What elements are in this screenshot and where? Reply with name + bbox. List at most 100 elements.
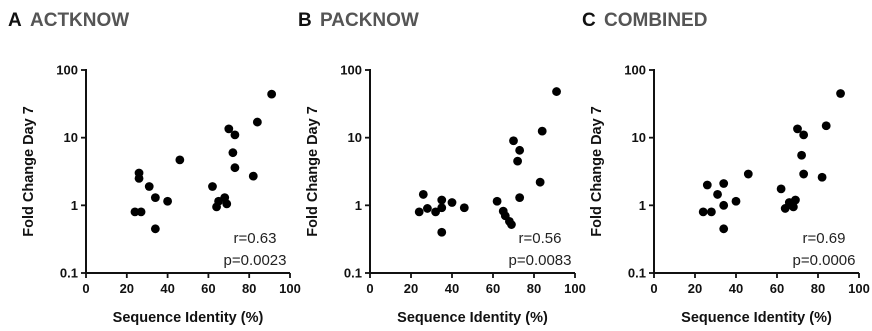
data-point bbox=[252, 117, 262, 127]
correlation-p: p=0.0083 bbox=[509, 252, 572, 269]
chart-panel-b: B PACKNOW 0 20 40 60 80 100 0.1 1 10 100 Sequence Id… bbox=[298, 10, 586, 326]
x-tick-label: 60 bbox=[486, 281, 500, 296]
x-tick-label: 80 bbox=[811, 281, 825, 296]
y-tick-label: 100 bbox=[624, 63, 646, 78]
data-point bbox=[836, 89, 845, 98]
y-axis-title: Fold Change Day 7 bbox=[21, 106, 37, 237]
y-tick-label: 10 bbox=[64, 130, 78, 145]
x-tick-label: 80 bbox=[527, 281, 541, 296]
data-point bbox=[515, 193, 525, 203]
x-tick-label: 20 bbox=[404, 281, 418, 296]
x-tick-label: 20 bbox=[120, 281, 134, 296]
data-point bbox=[509, 136, 518, 146]
data-point bbox=[492, 196, 502, 206]
data-point bbox=[437, 195, 447, 205]
data-point bbox=[228, 148, 238, 158]
y-tick-label: 0.1 bbox=[60, 266, 78, 281]
y-tick-label: 1 bbox=[639, 198, 646, 213]
data-point bbox=[719, 224, 729, 234]
data-point bbox=[130, 207, 140, 217]
data-point bbox=[719, 200, 729, 210]
data-point bbox=[208, 182, 217, 191]
panel-letter: C bbox=[582, 10, 596, 31]
x-tick-label: 20 bbox=[688, 281, 702, 296]
y-tick-label: 0.1 bbox=[344, 266, 362, 281]
data-point bbox=[507, 220, 516, 229]
panel-title: ACTKNOW bbox=[30, 10, 129, 31]
data-point bbox=[150, 193, 160, 203]
panel-letter: B bbox=[298, 10, 312, 31]
x-tick-label: 40 bbox=[445, 281, 459, 296]
y-tick-label: 1 bbox=[355, 198, 362, 213]
data-point bbox=[821, 121, 831, 131]
data-point bbox=[230, 163, 240, 173]
correlation-p: p=0.0023 bbox=[224, 252, 287, 269]
x-tick-label: 100 bbox=[279, 281, 301, 296]
data-point bbox=[719, 179, 729, 188]
data-point bbox=[423, 204, 432, 213]
data-point bbox=[163, 196, 173, 206]
data-point bbox=[799, 169, 809, 179]
data-point bbox=[535, 177, 545, 187]
data-point bbox=[515, 145, 525, 155]
data-point bbox=[799, 130, 809, 140]
data-point bbox=[743, 169, 753, 179]
data-point bbox=[134, 168, 144, 178]
correlation-r: r=0.69 bbox=[803, 230, 846, 247]
data-point bbox=[776, 184, 786, 194]
data-point bbox=[224, 124, 234, 134]
data-point bbox=[707, 207, 716, 217]
chart-panel-a: A ACTKNOW 0 20 40 60 80 100 0.1 1 10 100 Sequence Id… bbox=[8, 10, 301, 326]
data-point bbox=[418, 190, 428, 199]
y-tick-label: 0.1 bbox=[628, 266, 646, 281]
data-point bbox=[267, 89, 277, 99]
y-axis-title: Fold Change Day 7 bbox=[305, 106, 321, 237]
data-point bbox=[136, 207, 146, 217]
x-tick-label: 100 bbox=[848, 281, 870, 296]
data-point bbox=[447, 198, 457, 207]
data-point bbox=[437, 227, 447, 237]
data-point bbox=[513, 156, 522, 166]
data-point bbox=[713, 190, 722, 199]
data-point bbox=[791, 195, 800, 205]
x-axis-title: Sequence Identity (%) bbox=[113, 310, 264, 326]
data-point bbox=[817, 172, 827, 182]
panel-title: PACKNOW bbox=[320, 10, 419, 31]
x-tick-label: 0 bbox=[82, 281, 89, 296]
y-tick-label: 100 bbox=[340, 63, 362, 78]
y-tick-label: 1 bbox=[71, 198, 78, 213]
y-tick-label: 100 bbox=[56, 63, 78, 78]
correlation-p: p=0.0006 bbox=[793, 252, 856, 269]
data-point bbox=[537, 126, 547, 136]
data-point bbox=[459, 203, 469, 213]
data-point bbox=[702, 180, 712, 190]
panel-title: COMBINED bbox=[604, 10, 707, 31]
panel-letter: A bbox=[8, 10, 22, 31]
x-axis-title: Sequence Identity (%) bbox=[681, 310, 832, 326]
correlation-r: r=0.56 bbox=[519, 230, 562, 247]
data-point bbox=[789, 202, 798, 212]
data-point bbox=[175, 155, 185, 165]
y-axis-title: Fold Change Day 7 bbox=[589, 106, 605, 237]
x-tick-label: 80 bbox=[242, 281, 256, 296]
data-point bbox=[414, 207, 424, 217]
x-tick-label: 40 bbox=[729, 281, 743, 296]
data-point bbox=[248, 171, 258, 181]
data-point bbox=[552, 87, 561, 96]
x-tick-label: 0 bbox=[650, 281, 657, 296]
correlation-r: r=0.63 bbox=[234, 230, 277, 247]
data-point bbox=[222, 199, 232, 209]
data-point bbox=[230, 130, 240, 140]
data-point bbox=[698, 207, 708, 217]
y-tick-label: 10 bbox=[632, 130, 646, 145]
x-axis-title: Sequence Identity (%) bbox=[397, 310, 548, 326]
x-tick-label: 60 bbox=[201, 281, 215, 296]
x-tick-label: 40 bbox=[160, 281, 174, 296]
data-point bbox=[150, 224, 160, 234]
x-tick-label: 0 bbox=[366, 281, 373, 296]
data-point bbox=[793, 124, 802, 134]
data-point bbox=[144, 182, 154, 191]
data-point bbox=[797, 150, 806, 160]
chart-panel-c: C COMBINED 0 20 40 60 80 100 0.1 1 10 100 Sequence I… bbox=[582, 10, 870, 326]
